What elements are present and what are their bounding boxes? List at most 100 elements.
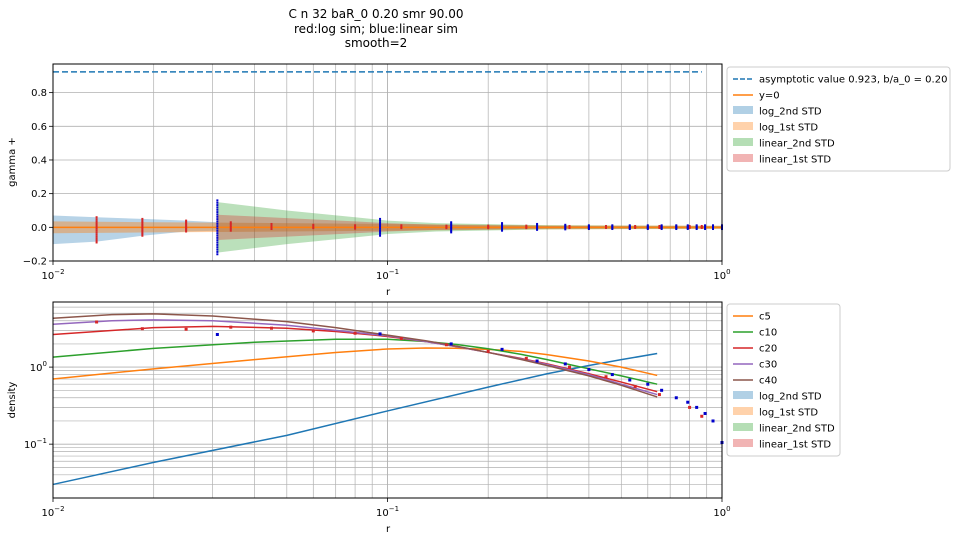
gamma-point-red bbox=[312, 227, 315, 230]
gamma-point-blue bbox=[536, 226, 539, 229]
density-points bbox=[95, 320, 724, 445]
gamma-legend-swatch bbox=[733, 138, 753, 146]
gamma-ytick-label: 0.0 bbox=[31, 223, 47, 234]
gamma-point-red bbox=[185, 222, 188, 225]
density-legend-label: c20 bbox=[759, 344, 777, 355]
gamma-point-blue bbox=[216, 239, 219, 242]
gamma-point-blue bbox=[216, 225, 219, 228]
gamma-point-red bbox=[229, 221, 232, 224]
density-points-blue bbox=[535, 359, 539, 363]
gamma-point-red bbox=[95, 241, 98, 244]
title-line-2: red:log sim; blue:linear sim bbox=[294, 22, 458, 36]
gamma-point-blue bbox=[564, 227, 567, 230]
gamma-point-red bbox=[525, 227, 528, 230]
gamma-point-red bbox=[141, 227, 144, 230]
density-points-red bbox=[353, 331, 357, 335]
gamma-point-red bbox=[658, 224, 661, 227]
density-legend-label: linear_1st STD bbox=[759, 440, 831, 451]
gamma-point-red bbox=[354, 225, 357, 228]
gamma-point-red bbox=[270, 226, 273, 229]
gamma-point-red bbox=[270, 224, 273, 227]
gamma-point-blue bbox=[628, 224, 631, 227]
density-ytick-label-exponent: 0 bbox=[43, 360, 47, 368]
density-ytick-label: 10−1 bbox=[24, 437, 47, 451]
density-points-red bbox=[633, 385, 637, 389]
gamma-point-blue bbox=[216, 250, 219, 253]
density-points-red bbox=[229, 325, 233, 329]
gamma-point-blue bbox=[501, 228, 504, 231]
density-xtick-label-exponent: −1 bbox=[389, 505, 399, 513]
density-grid bbox=[52, 301, 723, 499]
gamma-point-red bbox=[185, 225, 188, 228]
density-points-red bbox=[567, 365, 571, 369]
gamma-point-blue bbox=[216, 208, 219, 211]
gamma-point-blue bbox=[450, 222, 453, 225]
gamma-point-red bbox=[400, 225, 403, 228]
gamma-point-blue bbox=[216, 199, 219, 202]
gamma-point-blue bbox=[450, 224, 453, 227]
gamma-point-blue bbox=[379, 234, 382, 237]
gamma-point-blue bbox=[216, 204, 219, 207]
gamma-point-red bbox=[568, 224, 571, 227]
gamma-point-blue bbox=[450, 231, 453, 234]
gamma-point-red bbox=[312, 225, 315, 228]
gamma-point-red bbox=[141, 228, 144, 231]
gamma-point-blue bbox=[660, 224, 663, 227]
gamma-point-blue bbox=[646, 224, 649, 227]
density-points-blue bbox=[378, 332, 382, 336]
gamma-point-blue bbox=[536, 228, 539, 231]
gamma-xtick-label: 10−1 bbox=[376, 268, 399, 282]
density-points-red bbox=[184, 327, 188, 331]
gamma-point-blue bbox=[450, 225, 453, 228]
gamma-legend-swatch bbox=[733, 122, 753, 130]
density-points-blue bbox=[646, 382, 650, 386]
gamma-legend-label: log_1st STD bbox=[759, 123, 818, 134]
gamma-point-red bbox=[229, 224, 232, 227]
density-legend-swatch bbox=[733, 407, 753, 415]
gamma-point-red bbox=[658, 226, 661, 229]
gamma-legend-box bbox=[726, 66, 951, 172]
gamma-point-red bbox=[141, 225, 144, 228]
gamma-ytick-label: 0.8 bbox=[31, 88, 47, 99]
gamma-ticks: 10−2 10−1 100−0.20.00.20.40.60.8 bbox=[23, 88, 731, 282]
gamma-point-blue bbox=[536, 224, 539, 227]
gamma-point-red bbox=[525, 224, 528, 227]
gamma-point-blue bbox=[216, 253, 219, 256]
density-legend-label: c10 bbox=[759, 328, 777, 339]
gamma-point-blue bbox=[379, 217, 382, 220]
gamma-grid bbox=[52, 64, 723, 262]
figure-title: C n 32 baR_0 0.20 smr 90.00 red:log sim;… bbox=[288, 7, 463, 50]
gamma-point-blue bbox=[712, 224, 715, 227]
gamma-legend-label: log_2nd STD bbox=[759, 107, 822, 118]
gamma-xtick-label-exponent: 0 bbox=[726, 268, 730, 276]
gamma-plot: 10−2 10−1 100−0.20.00.20.40.60.8 r gamma +… bbox=[7, 63, 951, 298]
gamma-point-red bbox=[688, 225, 691, 228]
gamma-point-blue bbox=[450, 229, 453, 232]
gamma-point-red bbox=[270, 222, 273, 225]
gamma-point-red bbox=[604, 224, 607, 227]
gamma-point-red bbox=[700, 224, 703, 227]
density-points-blue bbox=[695, 405, 699, 409]
density-legend-label: linear_2nd STD bbox=[759, 424, 835, 435]
density-ytick-label-base: 10 bbox=[24, 440, 37, 451]
gamma-legend-swatch bbox=[733, 106, 753, 114]
gamma-legend-label: linear_2nd STD bbox=[759, 139, 835, 150]
gamma-point-red bbox=[141, 219, 144, 222]
density-ytick-label-base: 10 bbox=[30, 363, 43, 374]
gamma-point-red bbox=[95, 231, 98, 234]
gamma-point-red bbox=[95, 235, 98, 238]
gamma-point-red bbox=[229, 226, 232, 229]
density-xtick-label: 10−2 bbox=[41, 505, 64, 519]
gamma-point-red bbox=[185, 228, 188, 231]
density-points-red bbox=[444, 343, 448, 347]
density-points-blue bbox=[500, 347, 504, 351]
gamma-point-blue bbox=[501, 223, 504, 226]
gamma-point-red bbox=[525, 225, 528, 228]
density-legend-label: c40 bbox=[759, 376, 777, 387]
density-xtick-label-exponent: 0 bbox=[726, 505, 730, 513]
gamma-point-blue bbox=[564, 226, 567, 229]
density-points-blue bbox=[660, 388, 664, 392]
gamma-point-red bbox=[185, 226, 188, 229]
gamma-point-blue bbox=[216, 215, 219, 218]
gamma-point-blue bbox=[379, 231, 382, 234]
